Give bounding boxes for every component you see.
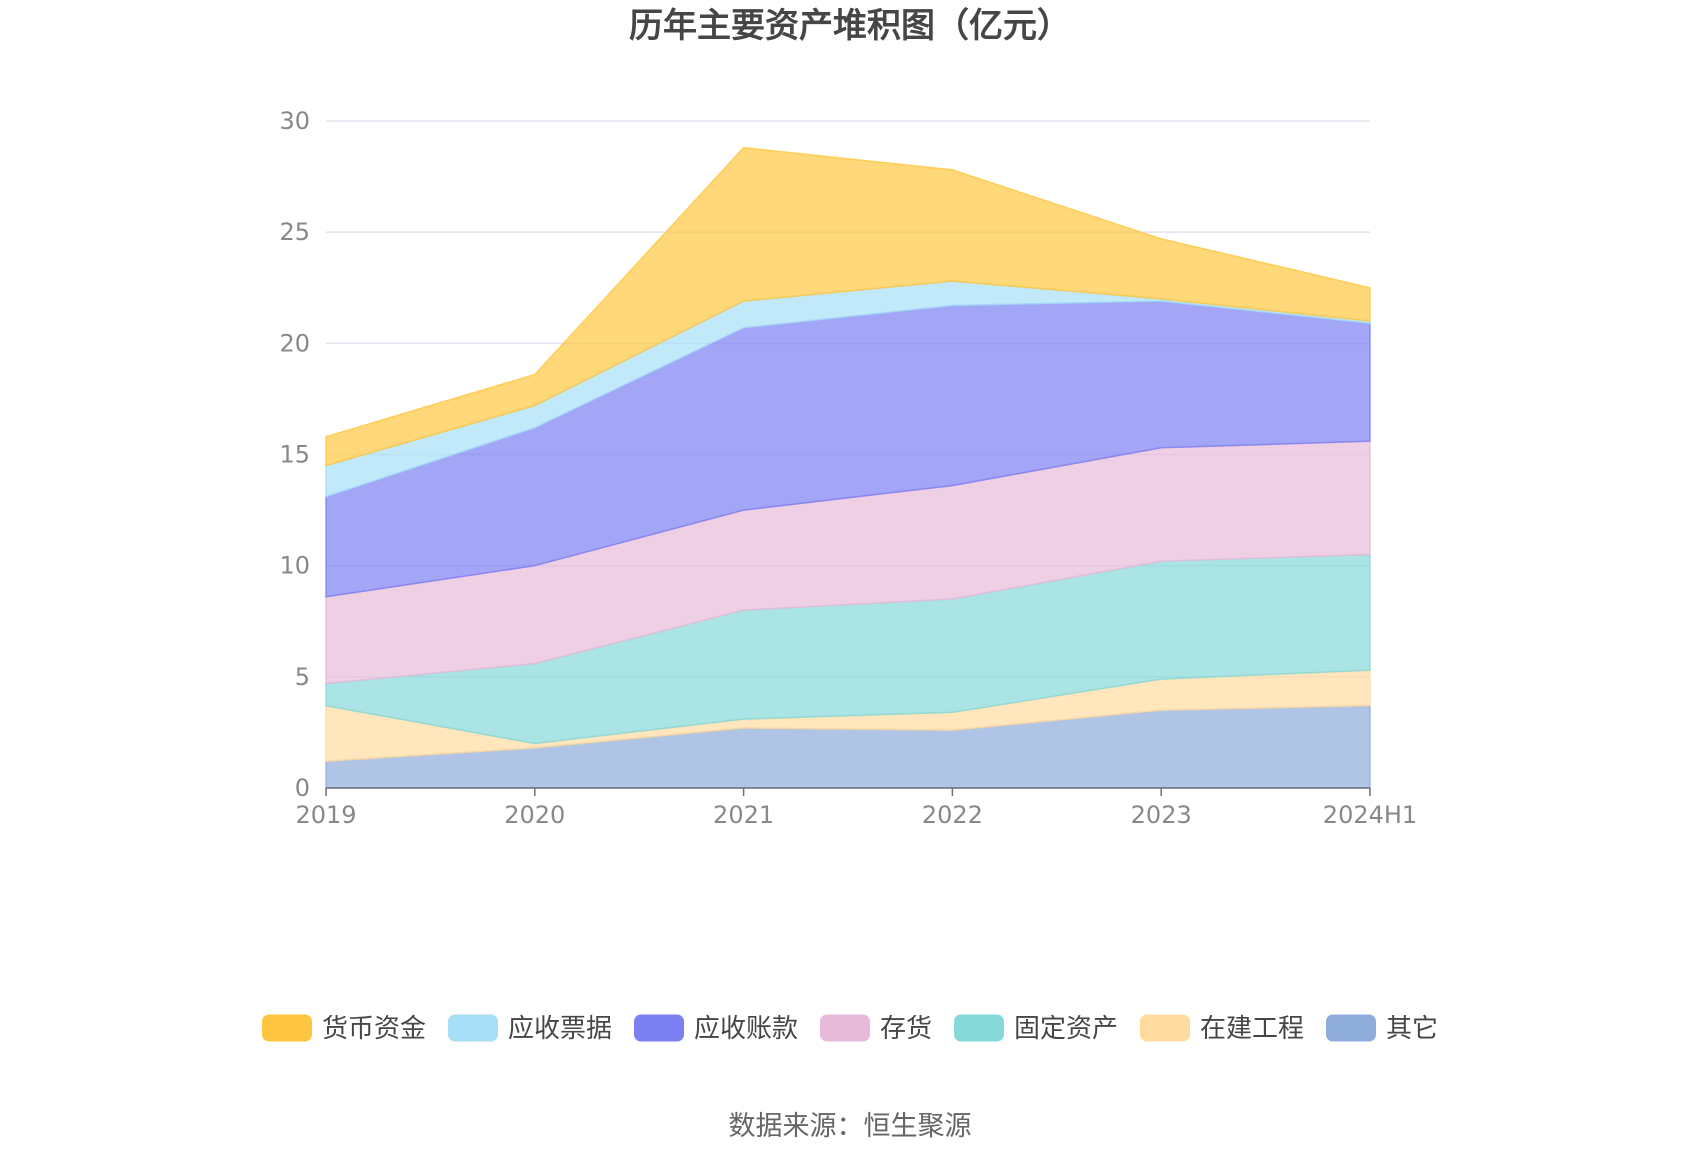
y-tick-label: 20 [279,329,310,357]
data-source-note: 数据来源：恒生聚源 [729,1111,972,1142]
y-tick-label: 25 [279,218,310,246]
legend: 货币资金 应收票据 应收账款 存货 固定资产 在建工程 其它 [262,1014,1438,1044]
area-series-6 [325,146,1371,467]
legend-swatch [448,1014,498,1042]
legend-label: 货币资金 [322,1014,426,1044]
chart-title: 历年主要资产堆积图（亿元） [629,6,1071,46]
legend-swatch [262,1014,312,1042]
legend-swatch [634,1014,684,1042]
legend-swatch [1326,1014,1376,1042]
legend-label: 应收账款 [694,1014,798,1044]
legend-swatch [954,1014,1004,1042]
x-tick-label: 2021 [713,801,774,829]
axes: 2019 2020 2021 2022 2023 2024H1 [295,787,1417,829]
y-tick-label: 0 [295,774,310,802]
legend-label: 存货 [880,1014,932,1044]
legend-label: 应收票据 [508,1014,612,1044]
x-tick-label: 2022 [922,801,983,829]
legend-swatch [820,1014,870,1042]
y-tick-label: 5 [295,663,310,691]
x-tick-label: 2019 [295,801,356,829]
x-tick-label: 2024H1 [1323,801,1417,829]
y-tick-label: 10 [279,552,310,580]
legend-label: 固定资产 [1014,1014,1118,1044]
legend-label: 在建工程 [1200,1014,1304,1044]
x-tick-label: 2020 [504,801,565,829]
x-tick-label: 2023 [1131,801,1192,829]
y-tick-label: 15 [279,441,310,469]
legend-label: 其它 [1386,1014,1438,1044]
y-tick-label: 30 [279,107,310,135]
area-series-group [325,146,1371,789]
legend-swatch [1140,1014,1190,1042]
